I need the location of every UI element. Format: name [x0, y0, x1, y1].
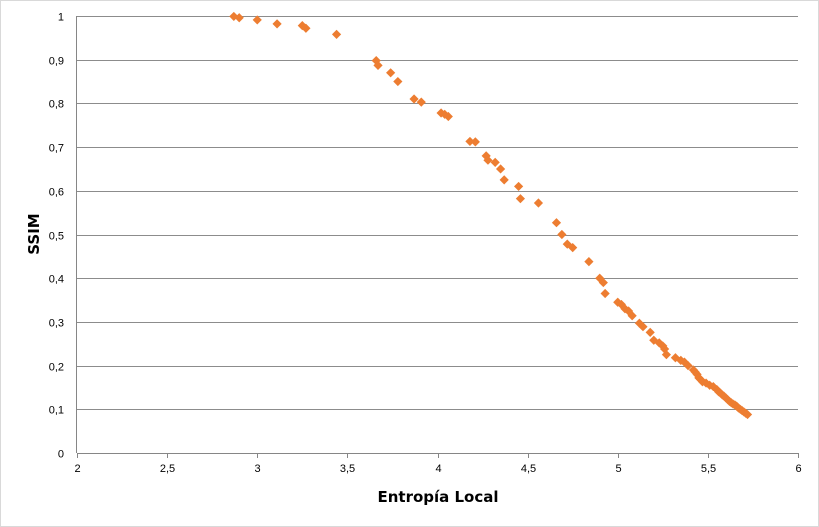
- data-point: [443, 111, 453, 122]
- axes: [76, 16, 799, 458]
- data-point: [470, 137, 480, 147]
- data-point: [701, 378, 711, 388]
- data-point: [670, 353, 681, 363]
- data-point: [708, 381, 718, 392]
- data-point: [557, 229, 567, 240]
- x-tick-label: 4,5: [521, 463, 536, 475]
- data-point: [499, 175, 509, 185]
- data-point: [272, 19, 282, 29]
- data-point: [483, 155, 493, 165]
- data-point: [627, 311, 637, 321]
- y-tick-label: 0,6: [49, 187, 64, 199]
- data-point: [616, 299, 626, 310]
- data-point: [649, 335, 659, 345]
- data-point: [595, 273, 605, 283]
- data-point: [416, 97, 426, 107]
- data-point: [584, 256, 594, 267]
- x-tick-label: 2,5: [160, 463, 175, 475]
- y-axis-title: SSIM: [25, 213, 43, 254]
- x-tick-labels: 2 2,5 3 3,5 4 4,5 5 5,5 6: [74, 463, 801, 475]
- data-point: [742, 409, 753, 420]
- x-axis-title: Entropía Local: [377, 488, 498, 506]
- data-point: [465, 136, 475, 147]
- y-tick-label: 0,2: [49, 362, 64, 374]
- data-point: [568, 243, 578, 253]
- y-tick-label: 0,7: [49, 143, 64, 155]
- x-tick-label: 3: [254, 463, 260, 475]
- x-tick-label: 2: [74, 463, 80, 475]
- data-point: [645, 327, 655, 337]
- x-tick-label: 5,5: [701, 463, 716, 475]
- data-point: [373, 60, 383, 70]
- data-points: [229, 11, 753, 420]
- data-point: [252, 15, 262, 25]
- data-point: [495, 164, 506, 174]
- data-point: [613, 297, 623, 307]
- data-point: [598, 277, 608, 288]
- data-point: [620, 304, 630, 314]
- data-point: [638, 322, 648, 332]
- data-point: [661, 350, 672, 360]
- y-tick-label: 0,3: [49, 318, 64, 330]
- data-point: [600, 288, 610, 299]
- data-point: [683, 361, 693, 371]
- y-tick-label: 0,5: [49, 231, 64, 243]
- data-point: [514, 181, 524, 192]
- data-point: [490, 157, 500, 167]
- data-point: [234, 13, 244, 23]
- y-tick-label: 0,1: [49, 405, 64, 417]
- y-tick-label: 0: [58, 449, 64, 461]
- data-point: [654, 338, 664, 348]
- y-tick-labels: 0 0,1 0,2 0,3 0,4 0,5 0,6 0,7 0,8 0,9 1: [49, 12, 64, 461]
- data-point: [371, 55, 381, 66]
- data-point: [331, 29, 342, 39]
- data-point: [692, 369, 702, 379]
- data-point: [705, 380, 715, 390]
- y-tick-label: 1: [58, 12, 64, 24]
- x-tick-label: 3,5: [340, 463, 355, 475]
- x-tick-label: 4: [435, 463, 441, 475]
- x-tick-label: 5: [615, 463, 621, 475]
- data-point: [676, 355, 686, 365]
- data-point: [393, 76, 403, 87]
- data-point: [409, 94, 419, 104]
- data-point: [623, 306, 634, 316]
- data-point: [533, 198, 544, 208]
- y-tick-label: 0,4: [49, 274, 64, 286]
- data-point: [515, 194, 526, 204]
- data-point: [301, 23, 311, 33]
- y-tick-label: 0,8: [49, 99, 64, 111]
- data-point: [551, 218, 562, 228]
- y-tick-label: 0,9: [49, 56, 64, 68]
- data-point: [386, 68, 396, 78]
- data-point: [660, 344, 670, 354]
- gridlines: [77, 16, 798, 410]
- data-point: [440, 109, 450, 119]
- x-tick-label: 6: [795, 463, 801, 475]
